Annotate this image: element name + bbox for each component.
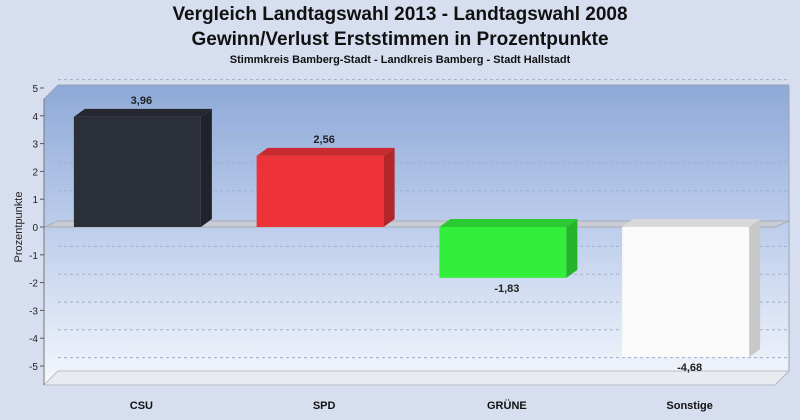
y-tick-label: -4 xyxy=(29,334,38,345)
data-label: -1,83 xyxy=(494,283,519,295)
y-axis-title: Prozentpunkte xyxy=(13,192,25,263)
bar xyxy=(73,108,212,227)
bar-top xyxy=(622,219,761,227)
category-label: GRÜNE xyxy=(487,399,527,412)
y-tick-label: -2 xyxy=(29,279,38,290)
labels: 3,96 CSU 2,56 SPD -1,83 GRÜNE -4,68 Sonstige xyxy=(130,95,713,412)
bar-front xyxy=(622,227,750,358)
data-label: 3,96 xyxy=(131,95,152,107)
category-label: Sonstige xyxy=(666,400,712,412)
data-label: -4,68 xyxy=(677,362,702,374)
y-tick-label: 2 xyxy=(32,167,38,178)
bar-front xyxy=(73,116,201,227)
category-label: SPD xyxy=(313,400,336,412)
chart-title-line2: Gewinn/Verlust Erststimmen in Prozentpun… xyxy=(191,29,609,50)
chart-title: Vergleich Landtagswahl 2013 - Landtagswa… xyxy=(172,4,628,25)
bar-top xyxy=(256,147,395,156)
bar xyxy=(439,219,578,278)
bar-side xyxy=(749,219,761,358)
y-axis: 5 4 3 2 1 0 -1 -2 -3 -4 -5 Prozentpunkte xyxy=(13,84,45,385)
y-tick-label: -3 xyxy=(29,306,38,317)
y-tick-label: 0 xyxy=(32,223,38,234)
y-tick-label: -5 xyxy=(29,362,38,373)
y-tick-label: 4 xyxy=(32,112,38,123)
category-label: CSU xyxy=(130,400,153,412)
chart-subtitle: Stimmkreis Bamberg-Stadt - Landkreis Bam… xyxy=(229,54,571,66)
bar xyxy=(256,147,395,227)
bar-side xyxy=(383,147,395,227)
floor xyxy=(42,370,791,386)
bar-front xyxy=(256,155,384,227)
bar-top xyxy=(73,108,212,117)
bar xyxy=(622,219,761,358)
data-label: 2,56 xyxy=(313,134,334,146)
bars xyxy=(73,108,761,358)
y-tick-label: 5 xyxy=(32,84,38,95)
bar-side xyxy=(566,219,578,278)
y-tick-label: 3 xyxy=(32,140,38,151)
bar-front xyxy=(439,227,567,278)
plot-area xyxy=(42,84,791,386)
y-tick-label: -1 xyxy=(29,251,38,262)
y-tick-label: 1 xyxy=(32,195,38,206)
bar-side xyxy=(200,108,212,227)
bar-top xyxy=(439,219,578,227)
